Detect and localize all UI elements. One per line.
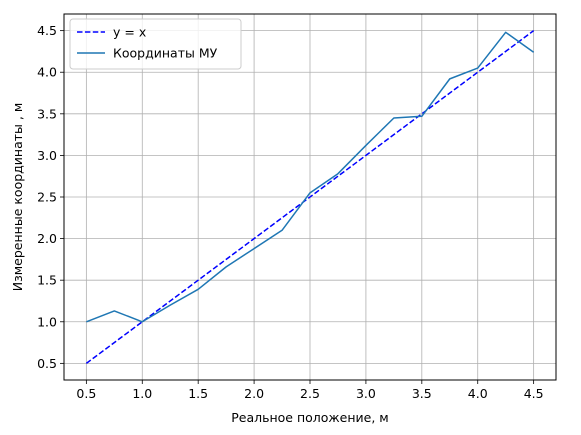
y-tick-label: 1.5 xyxy=(37,273,57,288)
legend-box xyxy=(69,18,242,70)
legend-label-measured: Координаты МУ xyxy=(113,46,218,61)
series-line-measured xyxy=(86,31,535,323)
y-tick-label: 1.0 xyxy=(37,314,57,329)
y-tick-label: 3.5 xyxy=(37,106,57,121)
y-tick-label: 4.5 xyxy=(37,23,57,38)
y-tick-label: 2.5 xyxy=(37,190,57,205)
y-tick-label: 2.0 xyxy=(37,231,57,246)
series-line-y-equals-x xyxy=(85,30,535,364)
y-axis-label: Измеренные координаты , м xyxy=(10,103,25,292)
x-tick-label: 2.5 xyxy=(300,386,320,401)
x-tick-label: 4.5 xyxy=(524,386,544,401)
legend-label-y-equals-x: y = x xyxy=(113,25,146,40)
x-tick-label: 0.5 xyxy=(76,386,96,401)
series-layer xyxy=(85,30,535,364)
axis-ticks: 0.5 1.0 1.5 2.0 2.5 3.0 3.5 4.0 4.5 0.5 1.0 1.5 2.0 2… xyxy=(37,23,543,401)
x-tick-label: 1.0 xyxy=(132,386,152,401)
y-tick-label: 4.0 xyxy=(37,65,57,80)
y-tick-label: 3.0 xyxy=(37,148,57,163)
legend: y = x Координаты МУ xyxy=(69,18,242,70)
x-axis-label: Реальное положение, м xyxy=(231,410,389,425)
x-tick-label: 3.0 xyxy=(356,386,376,401)
x-tick-label: 3.5 xyxy=(412,386,432,401)
y-tick-label: 0.5 xyxy=(37,356,57,371)
x-tick-label: 2.0 xyxy=(244,386,264,401)
x-tick-label: 1.5 xyxy=(188,386,208,401)
x-tick-label: 4.0 xyxy=(468,386,488,401)
